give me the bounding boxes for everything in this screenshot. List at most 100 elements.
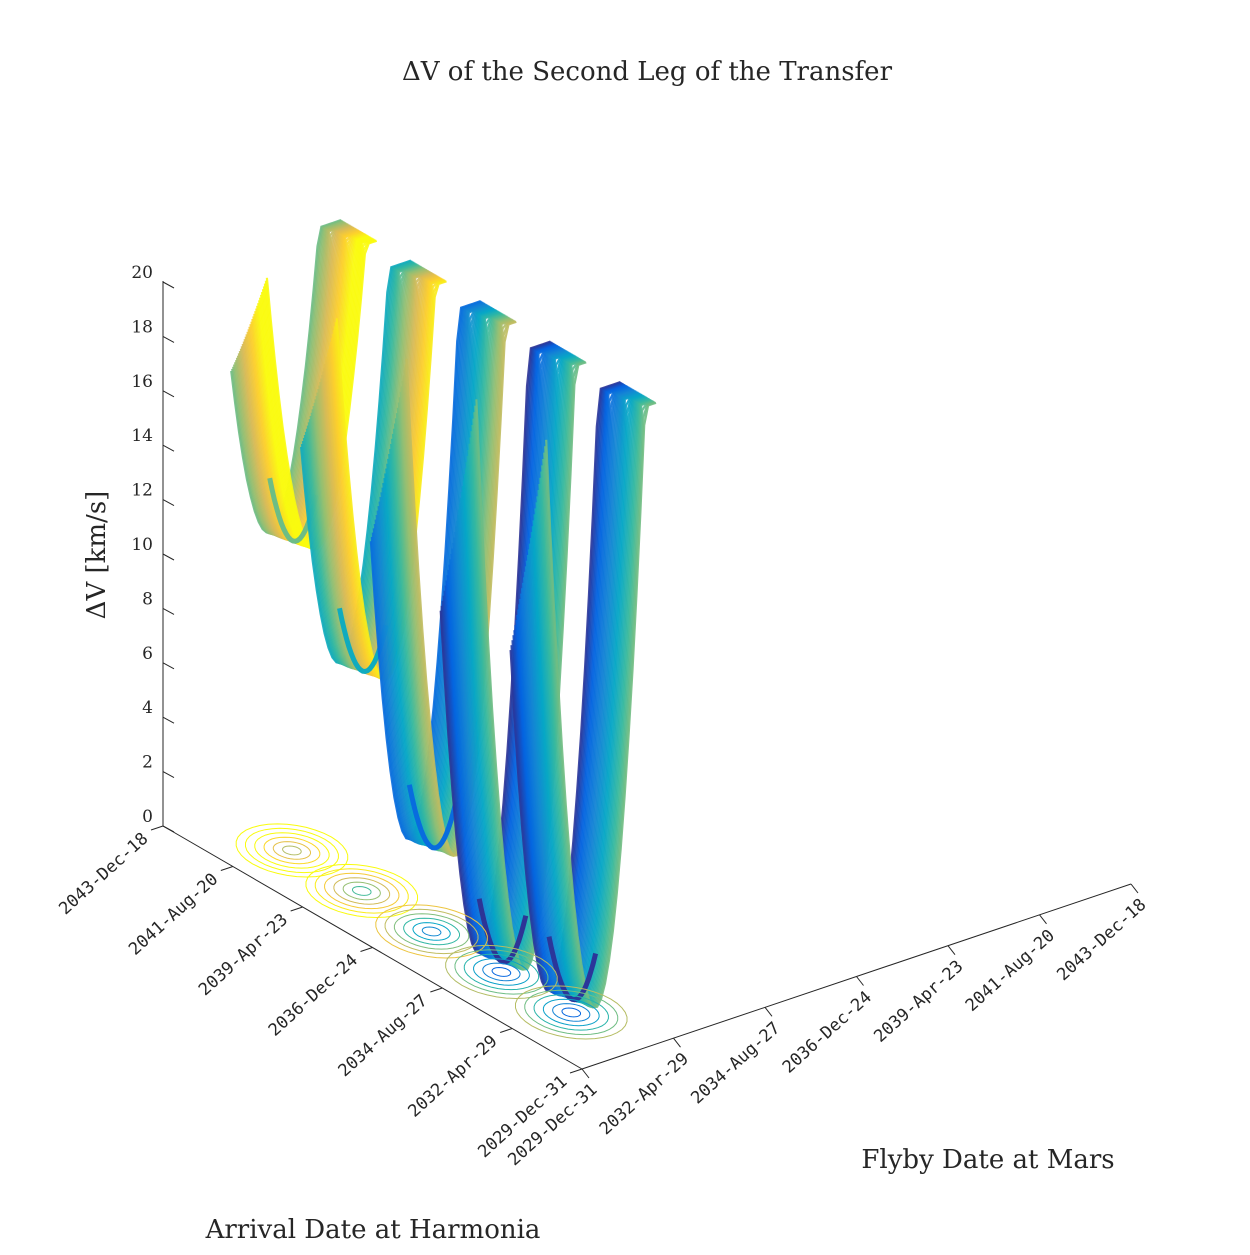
contour-ring	[482, 962, 521, 982]
contour-ring	[324, 872, 400, 910]
z-tick-mark	[162, 716, 175, 724]
y-tick-mark	[430, 987, 443, 993]
contour-ring	[463, 953, 540, 991]
contour-projection	[235, 823, 628, 1040]
z-tick-label: 4	[142, 698, 153, 718]
z-tick-label: 18	[131, 317, 153, 337]
contour-ring	[254, 832, 330, 869]
y-tick-label: 2039-Apr-23	[195, 910, 292, 1000]
z-tick-mark	[162, 281, 175, 289]
surface-line	[388, 310, 500, 850]
valley-floor	[476, 898, 529, 965]
surface-line	[460, 352, 573, 965]
surface-layer	[230, 219, 657, 1009]
contour-ring	[384, 908, 479, 955]
surface-line	[387, 310, 499, 850]
contour-ring	[245, 827, 339, 874]
contour-ring	[403, 917, 460, 946]
surface-line	[466, 356, 578, 968]
surface-line	[543, 400, 655, 1009]
surface-line	[545, 401, 657, 1009]
surface-line	[317, 269, 429, 673]
z-tick-mark	[162, 444, 175, 452]
surface-line	[399, 317, 511, 856]
contour-ring	[491, 966, 512, 977]
z-tick-mark	[162, 825, 175, 833]
x-tick-label: 2032-Apr-29	[596, 1049, 693, 1139]
surface-line	[245, 227, 357, 541]
chart-title: ΔV of the Second Leg of the Transfer	[402, 57, 893, 87]
surface-line	[394, 314, 507, 852]
y-tick-label: 2041-Aug-20	[125, 869, 222, 959]
contour-ring	[333, 877, 391, 905]
surface-line	[390, 311, 502, 851]
x-tick-label: 2036-Dec-24	[779, 987, 876, 1077]
contour-ring	[412, 922, 451, 941]
z-tick-mark	[162, 771, 175, 779]
contour-ring	[272, 841, 311, 860]
contour-ring	[263, 836, 321, 865]
z-tick-mark	[162, 553, 175, 561]
z-axis-ticks: 0 2 4 6 8 10 12 14 16 18 20	[131, 263, 175, 833]
surface-line	[457, 350, 569, 964]
surface-line	[538, 397, 650, 1007]
x-tick-mark	[1039, 914, 1047, 925]
x-tick-label: 2041-Aug-20	[962, 926, 1059, 1016]
surface-valley	[439, 340, 587, 971]
surface-line	[535, 396, 647, 1005]
surface-line	[248, 229, 360, 543]
y-tick-label: 2034-Aug-27	[335, 991, 432, 1081]
x-tick-mark	[673, 1037, 681, 1048]
surface-line	[542, 400, 654, 1008]
z-tick-label: 20	[131, 263, 153, 283]
surface-line	[540, 398, 652, 1008]
surface-line	[534, 395, 646, 1004]
contour-ring	[421, 926, 442, 937]
contour-ring	[342, 881, 381, 901]
x-tick-mark	[947, 945, 956, 955]
x-tick-mark	[581, 1068, 590, 1079]
z-tick-label: 10	[131, 535, 153, 555]
surface-line	[537, 397, 649, 1006]
surface-line	[389, 311, 501, 850]
surface-line	[458, 351, 571, 964]
contour-ring	[352, 885, 372, 896]
surface-line	[316, 269, 428, 672]
surface-line	[529, 392, 641, 1002]
surface-line	[528, 392, 640, 1002]
y-tick-mark	[360, 947, 373, 952]
contour-ring	[561, 1007, 581, 1018]
z-tick-label: 0	[142, 807, 153, 827]
contour-ring	[445, 944, 558, 1000]
surface-line	[468, 357, 580, 969]
x-tick-label: 2034-Aug-27	[687, 1018, 784, 1108]
y-tick-label: 2032-Apr-29	[404, 1031, 501, 1121]
surface-line	[398, 316, 510, 855]
x-tick-mark	[856, 976, 864, 986]
z-tick-mark	[162, 335, 175, 343]
surface-valley	[230, 219, 378, 551]
contour-ring	[552, 1003, 591, 1022]
surface-line	[315, 268, 427, 672]
z-tick-label: 8	[142, 589, 153, 609]
surface-line	[464, 355, 576, 966]
surface-line	[396, 315, 509, 854]
surface-line	[243, 226, 355, 540]
z-tick-label: 16	[131, 372, 153, 392]
z-tick-mark	[162, 662, 175, 670]
z-tick-label: 6	[142, 644, 153, 664]
y-tick-mark	[220, 866, 233, 871]
contour-ring	[282, 845, 302, 856]
surface-line	[471, 358, 583, 970]
contour-ring	[524, 989, 619, 1036]
surface-line	[246, 228, 358, 542]
y-tick-mark	[569, 1068, 583, 1074]
surface-line	[544, 401, 656, 1009]
surface-line	[474, 360, 586, 971]
surface-line	[319, 270, 431, 674]
contour-ring	[515, 985, 628, 1040]
y-tick-mark	[290, 906, 303, 912]
surface-line	[465, 355, 577, 967]
surface-line	[395, 315, 508, 853]
x-tick-label: 2039-Apr-23	[870, 957, 967, 1047]
